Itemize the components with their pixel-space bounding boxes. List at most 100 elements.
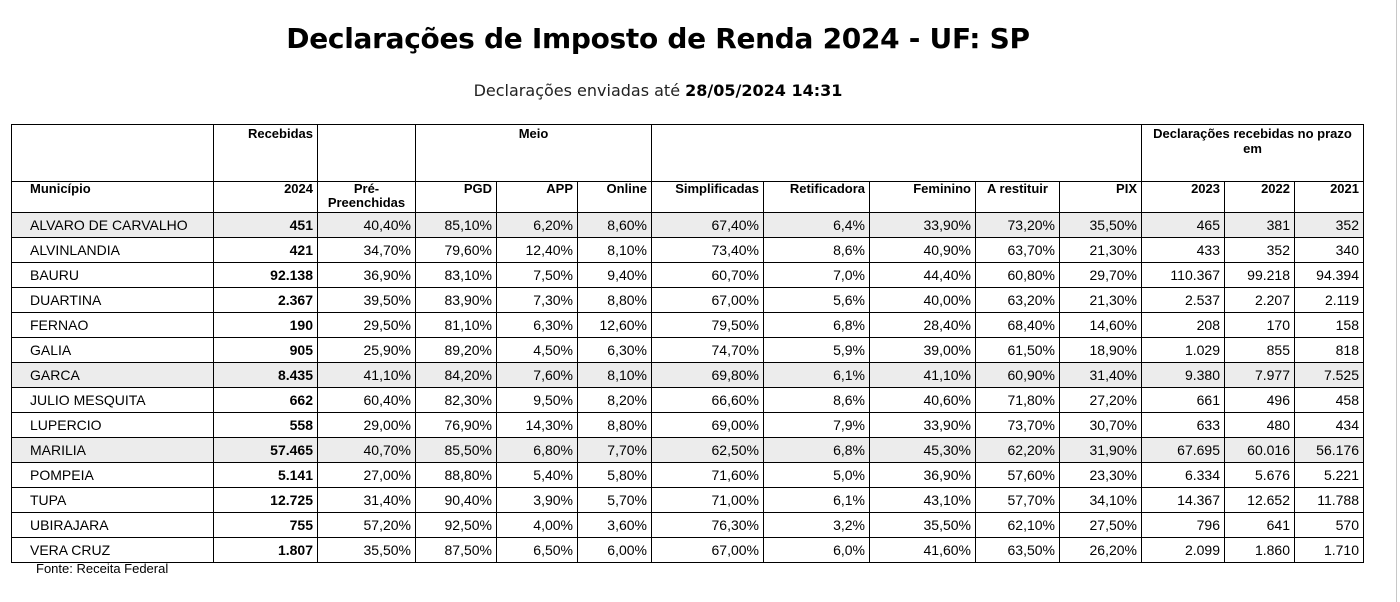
table-cell: 1.710 xyxy=(1294,537,1364,563)
table-cell: 6,1% xyxy=(763,487,870,513)
table-row: POMPEIA 5.141 27,00% 88,80% 5,40% 5,80% 71,60%… xyxy=(11,462,1364,488)
received-2024-cell: 1.807 xyxy=(213,537,318,563)
table-cell: 7,60% xyxy=(496,362,578,388)
table-cell: 18,90% xyxy=(1059,337,1142,363)
table-cell: 8,6% xyxy=(763,237,870,263)
table-cell: 818 xyxy=(1294,337,1364,363)
received-2024-cell: 57.465 xyxy=(213,437,318,463)
table-cell: 34,70% xyxy=(317,237,416,263)
table-cell: 29,70% xyxy=(1059,262,1142,288)
table-cell: 9.380 xyxy=(1141,362,1225,388)
municipality-cell: ALVINLANDIA xyxy=(11,237,214,263)
received-2024-cell: 662 xyxy=(213,387,318,413)
table-cell: 6,00% xyxy=(577,537,652,563)
table-cell: 67,00% xyxy=(651,537,764,563)
table-cell: 7,0% xyxy=(763,262,870,288)
table-cell: 88,80% xyxy=(415,462,497,488)
table-cell: 61,50% xyxy=(975,337,1060,363)
table-cell: 29,00% xyxy=(317,412,416,438)
table-row: ALVINLANDIA 421 34,70% 79,60% 12,40% 8,10% 73,… xyxy=(11,237,1364,263)
table-cell: 27,50% xyxy=(1059,512,1142,538)
municipality-cell: LUPERCIO xyxy=(11,412,214,438)
table-cell: 2.099 xyxy=(1141,537,1225,563)
received-2024-cell: 190 xyxy=(213,312,318,338)
table-cell: 60.016 xyxy=(1224,437,1295,463)
table-cell: 94.394 xyxy=(1294,262,1364,288)
table-cell: 4,00% xyxy=(496,512,578,538)
column-header: APP xyxy=(496,181,578,213)
table-cell: 6,50% xyxy=(496,537,578,563)
table-cell: 110.367 xyxy=(1141,262,1225,288)
table-cell: 5,40% xyxy=(496,462,578,488)
table-cell: 34,10% xyxy=(1059,487,1142,513)
column-header: A restituir xyxy=(975,181,1060,213)
municipality-cell: FERNAO xyxy=(11,312,214,338)
table-row: GALIA 905 25,90% 89,20% 4,50% 6,30% 74,70% 5,9%… xyxy=(11,337,1364,363)
table-cell: 35,50% xyxy=(869,512,976,538)
table-row: LUPERCIO 558 29,00% 76,90% 14,30% 8,80% 69,00%… xyxy=(11,412,1364,438)
table-cell: 7,70% xyxy=(577,437,652,463)
table-cell: 29,50% xyxy=(317,312,416,338)
table-cell: 21,30% xyxy=(1059,237,1142,263)
table-cell: 352 xyxy=(1294,212,1364,238)
received-2024-cell: 92.138 xyxy=(213,262,318,288)
received-2024-cell: 8.435 xyxy=(213,362,318,388)
table-cell: 92,50% xyxy=(415,512,497,538)
table-cell: 85,50% xyxy=(415,437,497,463)
table-cell: 63,70% xyxy=(975,237,1060,263)
table-cell: 434 xyxy=(1294,412,1364,438)
subtitle-datetime: 28/05/2024 14:31 xyxy=(685,81,843,100)
table-cell: 5,9% xyxy=(763,337,870,363)
table-row: DUARTINA 2.367 39,50% 83,90% 7,30% 8,80% 67,00… xyxy=(11,287,1364,313)
table-cell: 76,90% xyxy=(415,412,497,438)
column-header: Pré-Preenchidas xyxy=(317,181,416,213)
table-cell: 6,80% xyxy=(496,437,578,463)
table-cell: 7.525 xyxy=(1294,362,1364,388)
table-cell: 6.334 xyxy=(1141,462,1225,488)
table-cell: 6,30% xyxy=(577,337,652,363)
table-cell: 40,00% xyxy=(869,287,976,313)
table-cell: 84,20% xyxy=(415,362,497,388)
table-cell: 81,10% xyxy=(415,312,497,338)
table-cell: 8,20% xyxy=(577,387,652,413)
column-header: 2022 xyxy=(1224,181,1295,213)
table-cell: 21,30% xyxy=(1059,287,1142,313)
table-cell: 73,40% xyxy=(651,237,764,263)
received-2024-cell: 12.725 xyxy=(213,487,318,513)
table-cell: 2.207 xyxy=(1224,287,1295,313)
municipality-cell: BAURU xyxy=(11,262,214,288)
table-cell: 36,90% xyxy=(317,262,416,288)
table-cell: 9,40% xyxy=(577,262,652,288)
table-cell: 57,60% xyxy=(975,462,1060,488)
table-cell: 40,70% xyxy=(317,437,416,463)
table-cell: 6,4% xyxy=(763,212,870,238)
table-cell: 41,60% xyxy=(869,537,976,563)
column-header: Online xyxy=(577,181,652,213)
table-cell: 31,40% xyxy=(317,487,416,513)
table-row: GARCA 8.435 41,10% 84,20% 7,60% 8,10% 69,80% 6,… xyxy=(11,362,1364,388)
group-header-empty xyxy=(317,124,416,182)
table-cell: 12,40% xyxy=(496,237,578,263)
group-header-prazo: Declarações recebidas no prazo em xyxy=(1141,124,1364,182)
municipality-cell: TUPA xyxy=(11,487,214,513)
table-cell: 83,90% xyxy=(415,287,497,313)
table-cell: 90,40% xyxy=(415,487,497,513)
table-cell: 641 xyxy=(1224,512,1295,538)
municipality-cell: MARILIA xyxy=(11,437,214,463)
table-cell: 43,10% xyxy=(869,487,976,513)
table-cell: 158 xyxy=(1294,312,1364,338)
table-cell: 62,10% xyxy=(975,512,1060,538)
table-cell: 633 xyxy=(1141,412,1225,438)
table-cell: 62,20% xyxy=(975,437,1060,463)
table-cell: 74,70% xyxy=(651,337,764,363)
table-cell: 35,50% xyxy=(317,537,416,563)
table-cell: 45,30% xyxy=(869,437,976,463)
table-row: ALVARO DE CARVALHO 451 40,40% 85,10% 6,20% 8,… xyxy=(11,212,1364,238)
table-cell: 44,40% xyxy=(869,262,976,288)
table-cell: 63,20% xyxy=(975,287,1060,313)
table-cell: 3,2% xyxy=(763,512,870,538)
table-row: UBIRAJARA 755 57,20% 92,50% 4,00% 3,60% 76,30%… xyxy=(11,512,1364,538)
table-cell: 67,40% xyxy=(651,212,764,238)
table-cell: 60,80% xyxy=(975,262,1060,288)
received-2024-cell: 755 xyxy=(213,512,318,538)
